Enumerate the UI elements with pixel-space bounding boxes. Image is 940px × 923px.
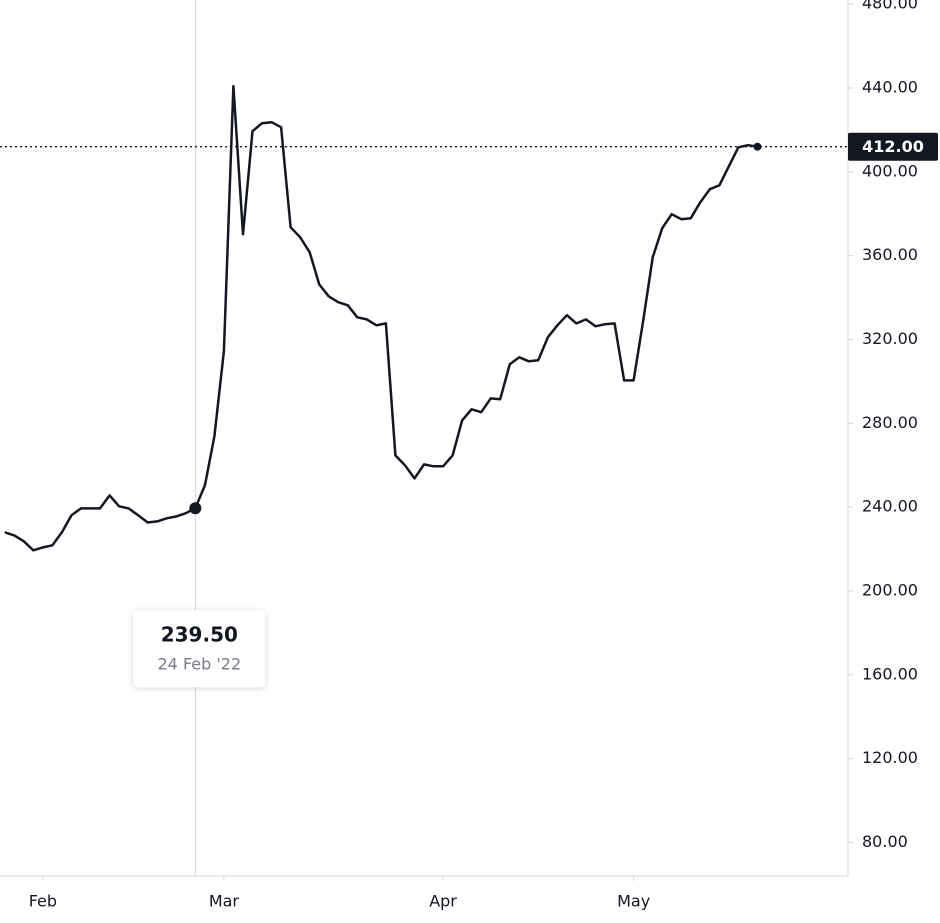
last-price-box — [848, 132, 938, 161]
y-tick-label: 160.00 — [862, 664, 918, 683]
hover-point — [189, 502, 202, 515]
y-tick-label: 120.00 — [862, 748, 918, 767]
y-tick-label: 320.00 — [862, 329, 918, 348]
price-line — [4, 84, 758, 552]
y-tick-label: 400.00 — [862, 161, 918, 180]
y-tick-label: 480.00 — [862, 0, 918, 13]
y-tick-label: 280.00 — [862, 413, 918, 432]
y-tick-label: 240.00 — [862, 497, 918, 516]
x-tick-label: Mar — [209, 892, 240, 911]
y-tick-label: 360.00 — [862, 245, 918, 264]
x-tick-label: May — [617, 892, 650, 911]
last-point — [753, 142, 762, 151]
y-tick-label: 440.00 — [862, 78, 918, 97]
tooltip-box — [133, 610, 266, 688]
x-tick-label: Feb — [29, 892, 57, 911]
x-tick-label: Apr — [429, 892, 457, 911]
last-price-label: 412.00 — [862, 137, 924, 156]
tooltip-value: 239.50 — [161, 623, 238, 647]
tooltip-date: 24 Feb '22 — [158, 655, 242, 674]
y-tick-label: 200.00 — [862, 580, 918, 599]
y-tick-label: 80.00 — [862, 832, 908, 851]
